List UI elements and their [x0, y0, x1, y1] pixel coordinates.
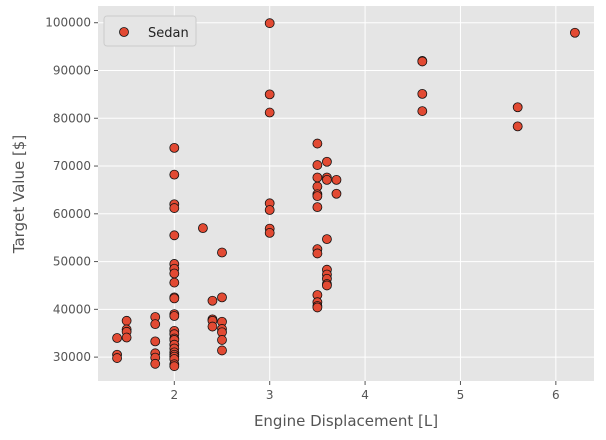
data-point — [312, 191, 323, 202]
x-tick-label: 3 — [266, 388, 274, 402]
y-tick-label: 40000 — [53, 302, 91, 316]
data-point — [121, 315, 132, 326]
x-tick-label: 4 — [361, 388, 369, 402]
data-point — [570, 27, 580, 38]
data-point — [217, 247, 227, 258]
data-point — [169, 230, 180, 241]
data-point — [150, 336, 161, 347]
legend-box — [103, 15, 197, 47]
data-point — [322, 280, 332, 291]
data-point — [169, 142, 180, 153]
data-point — [217, 335, 227, 345]
data-points — [112, 18, 580, 372]
data-point — [322, 156, 332, 167]
data-point — [312, 160, 323, 170]
data-point — [331, 188, 342, 199]
data-point — [312, 302, 323, 313]
data-point — [264, 205, 275, 215]
x-axis-label: Engine Displacement [L] — [254, 412, 438, 430]
data-point — [217, 292, 227, 303]
data-point — [169, 169, 180, 180]
x-tick-label: 6 — [552, 388, 560, 402]
y-axis-ticks: 30000 40000 50000 60000 70000 80000 90000 10000… — [45, 16, 98, 364]
data-point — [312, 248, 323, 259]
data-point — [150, 319, 161, 330]
data-point — [169, 203, 180, 213]
data-point — [207, 321, 218, 332]
x-tick-label: 5 — [457, 388, 465, 402]
y-tick-label: 30000 — [53, 350, 91, 364]
plot-background — [98, 6, 594, 381]
data-point — [312, 172, 323, 183]
data-point — [169, 361, 180, 372]
data-point — [512, 121, 523, 132]
data-point — [121, 332, 132, 343]
y-tick-label: 90000 — [53, 63, 91, 77]
y-tick-label: 100000 — [45, 16, 91, 30]
data-point — [312, 202, 323, 213]
data-point — [417, 106, 428, 116]
data-point — [169, 293, 180, 304]
data-point — [150, 358, 161, 369]
data-point — [312, 138, 323, 149]
data-point — [331, 174, 342, 185]
grid-lines — [98, 6, 594, 381]
y-tick-label: 50000 — [53, 255, 91, 269]
legend-marker-sedan — [119, 27, 129, 37]
data-point — [198, 223, 208, 234]
data-point — [112, 333, 122, 343]
data-point — [169, 311, 180, 321]
data-point — [112, 353, 122, 363]
x-tick-label: 2 — [170, 388, 178, 402]
y-tick-label: 70000 — [53, 159, 91, 173]
data-point — [264, 107, 275, 118]
data-point — [207, 295, 218, 306]
legend-label-sedan: Sedan — [148, 26, 189, 41]
data-point — [169, 268, 180, 279]
data-point — [512, 102, 523, 113]
y-tick-label: 60000 — [53, 207, 91, 221]
data-point — [322, 234, 332, 245]
y-tick-label: 80000 — [53, 111, 91, 125]
y-axis-label: Target Value [$] — [10, 135, 28, 254]
data-point — [169, 277, 180, 288]
data-point — [264, 228, 275, 238]
data-point — [417, 88, 428, 99]
data-point — [217, 345, 227, 356]
data-point — [322, 174, 332, 185]
legend: Sedan — [103, 15, 197, 47]
data-point — [264, 18, 275, 29]
x-axis-ticks: 2 3 4 5 6 — [170, 381, 560, 402]
data-point — [417, 56, 428, 67]
data-point — [264, 89, 275, 100]
